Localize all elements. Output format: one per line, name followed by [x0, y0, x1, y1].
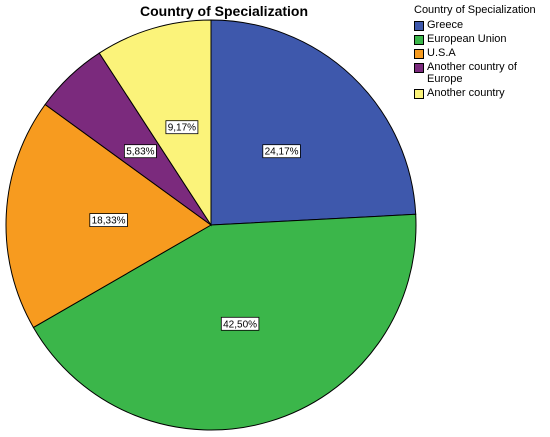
legend-label: Greece [427, 19, 464, 31]
data-label-box [262, 144, 301, 159]
data-label-text: 42,50% [223, 319, 257, 330]
legend-swatch [414, 21, 424, 31]
legend-item-european-union: European Union [414, 33, 548, 45]
pie-slice-greece [210, 19, 417, 226]
legend-swatch [414, 63, 424, 73]
data-labels: 24,17% 42,50% 18,33% 5,83% 9,17% [89, 120, 301, 331]
data-label-box [89, 213, 128, 228]
data-label-box [124, 144, 157, 159]
legend-swatch [414, 49, 424, 59]
legend-label: Another country of Europe [427, 61, 517, 85]
legend-item-usa: U.S.A [414, 47, 548, 59]
legend-item-another-country: Another country [414, 87, 548, 99]
pie-slices [5, 19, 417, 431]
legend-label: European Union [427, 33, 507, 45]
chart-title: Country of Specialization [140, 3, 309, 19]
data-label: 18,33% [89, 213, 128, 228]
data-label-text: 5,83% [126, 147, 154, 158]
data-label-text: 24,17% [265, 147, 299, 158]
data-label-box [220, 316, 260, 331]
data-label: 42,50% [220, 316, 260, 331]
data-label: 5,83% [124, 144, 157, 159]
legend: Country of Specialization Greece Europea… [414, 3, 548, 101]
legend-swatch [414, 89, 424, 99]
legend-item-greece: Greece [414, 19, 548, 31]
legend-title: Country of Specialization [414, 4, 536, 16]
data-label: 9,17% [165, 120, 199, 135]
pie-slice-another-country [98, 19, 212, 227]
data-label: 24,17% [262, 144, 301, 159]
data-label-text: 18,33% [92, 216, 126, 227]
data-label-box [165, 120, 199, 135]
legend-item-another-country-of-europe: Another country of Europe [414, 61, 548, 85]
data-label-text: 9,17% [168, 123, 196, 134]
legend-label: Another country [427, 87, 505, 99]
legend-swatch [414, 35, 424, 45]
legend-label: U.S.A [427, 47, 456, 59]
